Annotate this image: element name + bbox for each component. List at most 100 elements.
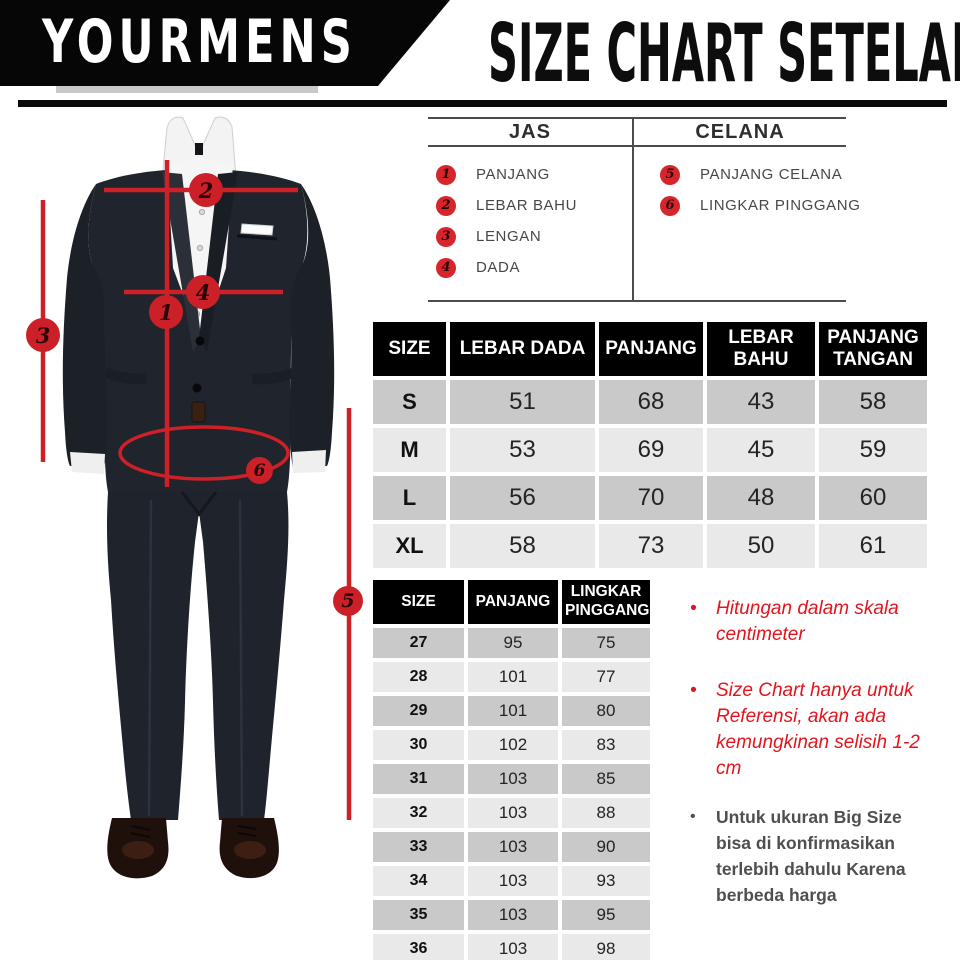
table-cell: 103 [464, 896, 560, 932]
legend-jas-title: JAS [428, 119, 632, 147]
table-cell: 75 [558, 624, 650, 660]
table-cell: 102 [464, 726, 560, 762]
jacket-button [192, 383, 202, 393]
table-cell: 73 [595, 520, 705, 568]
table-row: 31 103 85 [373, 760, 650, 796]
note-text: Size Chart hanya untuk Referensi, akan a… [716, 680, 920, 779]
table-cell: 51 [446, 376, 597, 426]
table-cell: 93 [558, 862, 650, 898]
legend-item-label: LINGKAR PINGGANG [700, 197, 861, 214]
column-header: LEBAR DADA [446, 322, 597, 378]
legend-item-label: PANJANG CELANA [700, 166, 843, 183]
collar-button [195, 143, 203, 155]
shirt-cuff-left [70, 452, 105, 474]
marker-circle-3: 3 [26, 318, 60, 352]
marker-circle-1: 1 [149, 295, 183, 329]
table-cell: 103 [464, 760, 560, 796]
column-header: SIZE [373, 322, 448, 378]
jacket-button [195, 336, 205, 346]
table-cell: XL [373, 520, 448, 568]
measurement-legend: JAS 1 PANJANG 2 LEBAR BAHU 3 LENGAN 4 DA… [428, 117, 860, 302]
jacket-sleeve-right [289, 184, 335, 468]
shirt-cuff-right [292, 450, 326, 473]
table-cell: 60 [815, 472, 927, 522]
jacket-lapel-left [162, 172, 201, 352]
table-cell: 68 [595, 376, 705, 426]
shirt-button [198, 208, 206, 216]
legend-item: 4 DADA [436, 252, 632, 283]
chest-pocket [236, 234, 278, 241]
table-cell: 53 [446, 424, 597, 474]
legend-jas-items: 1 PANJANG 2 LEBAR BAHU 3 LENGAN 4 DADA [428, 159, 632, 283]
bullet-icon: • [690, 808, 696, 825]
table-cell: 103 [464, 794, 560, 830]
legend-item-label: PANJANG [476, 166, 550, 183]
table-row: 34 103 93 [373, 862, 650, 898]
table-row: 33 103 90 [373, 828, 650, 864]
legend-item: 1 PANJANG [436, 159, 632, 190]
table-cell: M [373, 424, 448, 474]
legend-celana-title: CELANA [634, 119, 846, 147]
marker-circle-5: 5 [333, 586, 363, 616]
legend-item-label: LENGAN [476, 228, 542, 245]
table-cell: 103 [464, 828, 560, 864]
side-pocket-right [252, 368, 293, 385]
table-row: S 51 68 43 58 [373, 376, 927, 426]
header-divider-rule [18, 100, 947, 107]
table-header-row: SIZE LEBAR DADA PANJANG LEBAR BAHU PANJA… [373, 322, 927, 378]
column-header: SIZE [373, 580, 466, 626]
table-cell: 31 [373, 760, 466, 796]
measurement-number-badge: 2 [436, 195, 456, 216]
table-cell: 61 [815, 520, 927, 568]
table-cell: 77 [558, 658, 650, 694]
table-cell: 88 [558, 794, 650, 830]
table-cell: 28 [373, 658, 466, 694]
table-cell: S [373, 376, 448, 426]
legend-item-label: DADA [476, 259, 521, 276]
note-item: • Hitungan dalam skala centimeter [690, 596, 930, 648]
table-row: M 53 69 45 59 [373, 424, 927, 474]
column-header: LEBAR BAHU [703, 322, 817, 378]
brand-logo: YOURMENS [42, 7, 357, 77]
note-item: • Untuk ukuran Big Size bisa di konfirma… [690, 804, 930, 908]
measure-ellipse-lingkar-pinggang [118, 425, 290, 481]
legend-celana-items: 5 PANJANG CELANA 6 LINGKAR PINGGANG [634, 159, 860, 221]
table-row: 32 103 88 [373, 794, 650, 830]
table-cell: 95 [558, 896, 650, 932]
legend-item: 6 LINGKAR PINGGANG [660, 190, 860, 221]
belt-buckle [191, 401, 206, 423]
legend-column-jas: JAS 1 PANJANG 2 LEBAR BAHU 3 LENGAN 4 DA… [428, 119, 632, 300]
table-cell: 56 [446, 472, 597, 522]
note-text: Hitungan dalam skala centimeter [716, 598, 899, 645]
column-header: PANJANG [595, 322, 705, 378]
table-cell: 103 [464, 930, 560, 960]
crotch-seam [180, 491, 218, 517]
legend-item-label: LEBAR BAHU [476, 197, 578, 214]
measurement-number-badge: 1 [436, 164, 456, 185]
table-cell: 36 [373, 930, 466, 960]
measurement-number-badge: 6 [660, 195, 680, 216]
bullet-icon: • [690, 680, 697, 701]
shoe-left-laces [130, 825, 151, 838]
legend-item: 3 LENGAN [436, 221, 632, 252]
column-header: PANJANG TANGAN [815, 322, 927, 378]
measurement-number-badge: 4 [436, 257, 456, 278]
measurement-number-badge: 5 [660, 164, 680, 185]
legend-item: 5 PANJANG CELANA [660, 159, 846, 190]
logo-band-shadow [56, 86, 318, 93]
table-cell: 101 [464, 692, 560, 728]
table-cell: 101 [464, 658, 560, 694]
bullet-icon: • [690, 598, 697, 619]
page-title: SIZE CHART SETELAN [488, 7, 960, 100]
table-row: 27 95 75 [373, 624, 650, 660]
trousers-size-table: SIZE PANJANG LINGKAR PINGGANG 27 95 75 2… [373, 580, 650, 960]
table-cell: 69 [595, 424, 705, 474]
column-header: PANJANG [464, 580, 560, 626]
table-cell: 30 [373, 726, 466, 762]
table-cell: 85 [558, 760, 650, 796]
legend-column-celana: CELANA 5 PANJANG CELANA 6 LINGKAR PINGGA… [632, 119, 860, 300]
table-cell: 29 [373, 692, 466, 728]
column-header: LINGKAR PINGGANG [558, 580, 650, 626]
table-cell: L [373, 472, 448, 522]
